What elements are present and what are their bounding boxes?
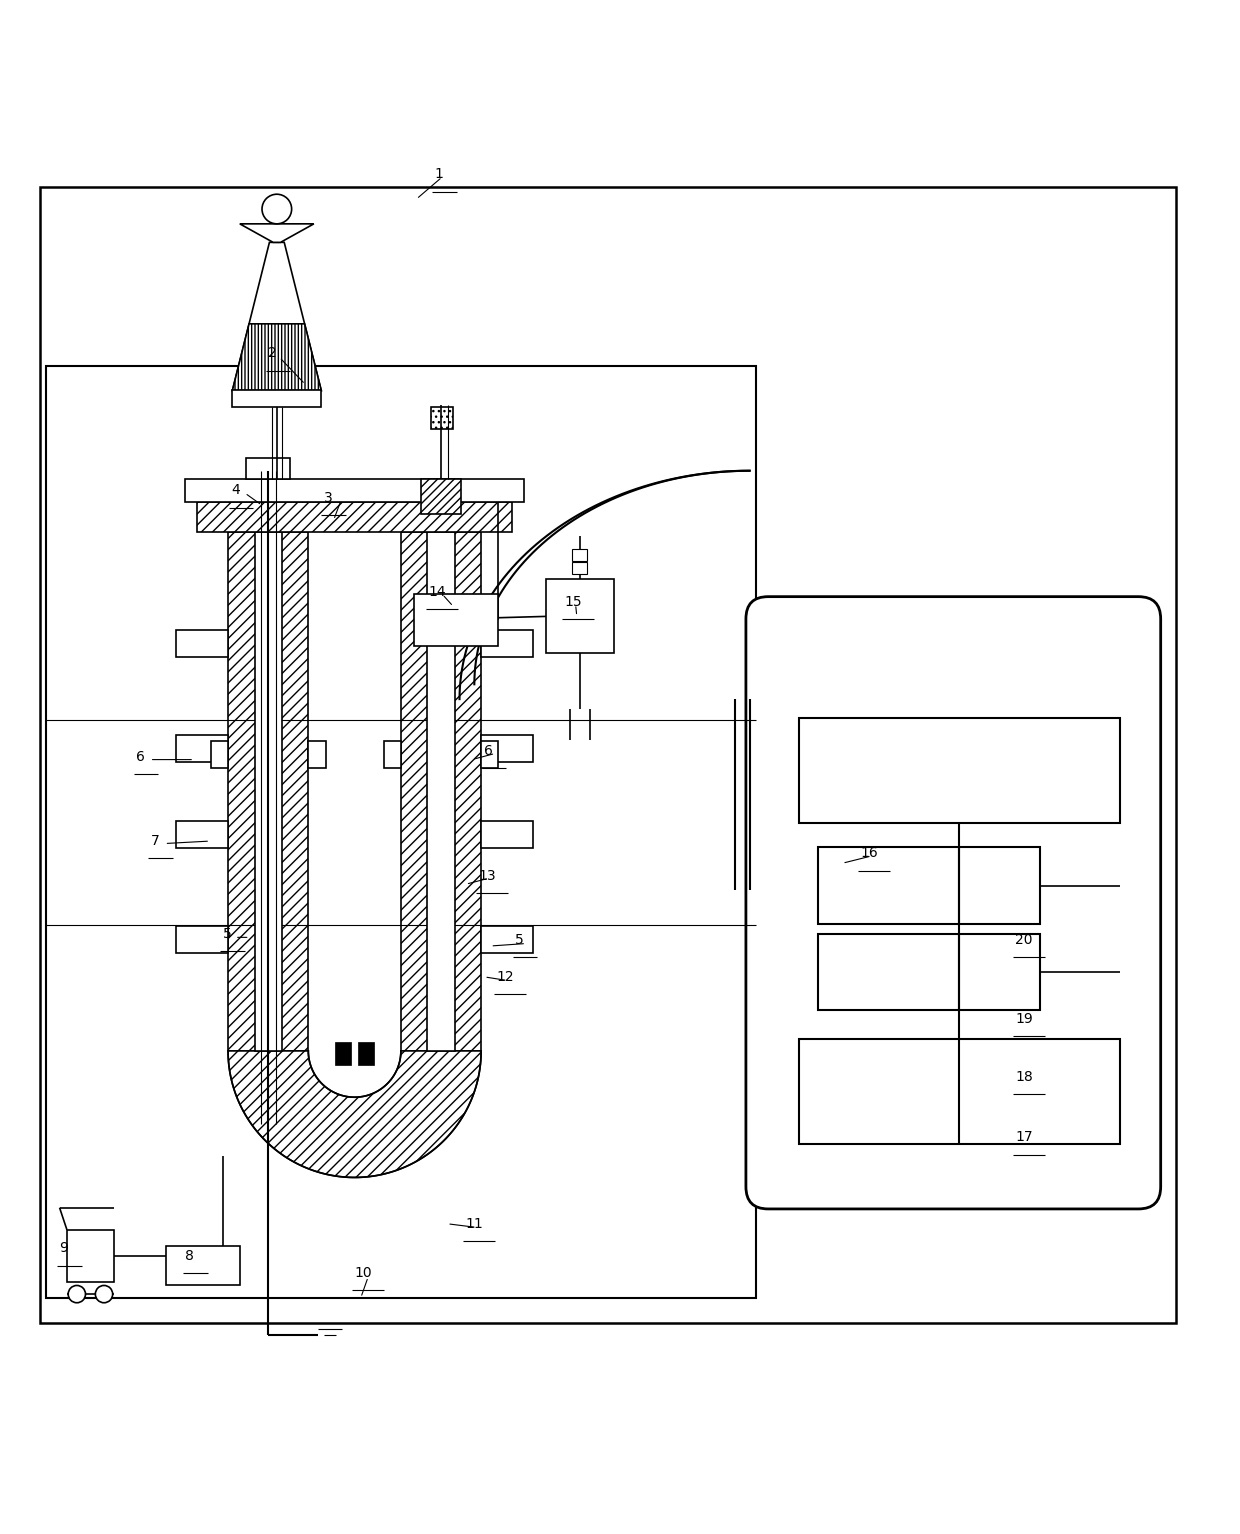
Bar <box>176 735 228 762</box>
Bar <box>383 741 401 769</box>
Text: 5: 5 <box>222 927 231 940</box>
Text: 14: 14 <box>429 584 446 598</box>
Bar <box>335 1042 351 1065</box>
Bar <box>546 580 614 653</box>
Bar <box>228 532 309 1051</box>
Text: 8: 8 <box>186 1249 195 1262</box>
Bar <box>573 549 588 561</box>
Bar <box>481 741 498 769</box>
Text: 7: 7 <box>151 834 160 848</box>
Text: 11: 11 <box>466 1216 484 1230</box>
Bar <box>246 459 290 479</box>
Bar <box>573 561 588 574</box>
Text: 18: 18 <box>1016 1069 1033 1085</box>
Bar <box>481 821 533 848</box>
Text: 15: 15 <box>564 595 582 609</box>
Bar <box>166 1246 239 1285</box>
Text: 16: 16 <box>861 847 878 861</box>
Polygon shape <box>239 224 314 242</box>
Polygon shape <box>232 242 321 391</box>
Bar <box>176 927 228 954</box>
Bar <box>817 847 1039 923</box>
Bar <box>481 927 533 954</box>
Bar <box>176 630 228 657</box>
Bar <box>211 741 228 769</box>
Bar <box>46 365 756 1298</box>
Text: 10: 10 <box>355 1266 372 1279</box>
Text: 13: 13 <box>479 868 496 882</box>
Bar <box>799 718 1120 822</box>
Bar <box>799 1039 1120 1143</box>
Polygon shape <box>232 324 321 391</box>
Text: 3: 3 <box>324 491 332 505</box>
Text: 5: 5 <box>515 933 523 946</box>
Bar <box>422 479 461 514</box>
Circle shape <box>262 195 291 224</box>
Bar <box>67 1230 114 1282</box>
Text: 6: 6 <box>484 744 494 758</box>
Bar <box>254 532 281 1051</box>
Bar <box>232 391 321 407</box>
Text: 9: 9 <box>60 1241 68 1255</box>
Polygon shape <box>228 1051 481 1178</box>
Text: 12: 12 <box>496 969 515 983</box>
Text: 17: 17 <box>1016 1131 1033 1144</box>
Bar <box>309 741 326 769</box>
Bar <box>358 1042 374 1065</box>
Circle shape <box>95 1285 113 1302</box>
Bar <box>817 934 1039 1011</box>
Text: 2: 2 <box>268 347 277 360</box>
Bar <box>197 502 512 532</box>
Bar <box>481 735 533 762</box>
Bar <box>428 532 455 1051</box>
FancyBboxPatch shape <box>746 597 1161 1209</box>
Text: 19: 19 <box>1016 1012 1033 1026</box>
Bar <box>185 479 525 502</box>
Bar <box>432 407 454 430</box>
Text: 20: 20 <box>1016 933 1033 946</box>
Text: 6: 6 <box>136 750 145 764</box>
Text: 1: 1 <box>435 167 444 181</box>
Bar <box>481 630 533 657</box>
Circle shape <box>68 1285 86 1302</box>
Text: 4: 4 <box>231 483 239 497</box>
Bar <box>176 821 228 848</box>
Bar <box>414 594 497 646</box>
Bar <box>401 532 481 1051</box>
